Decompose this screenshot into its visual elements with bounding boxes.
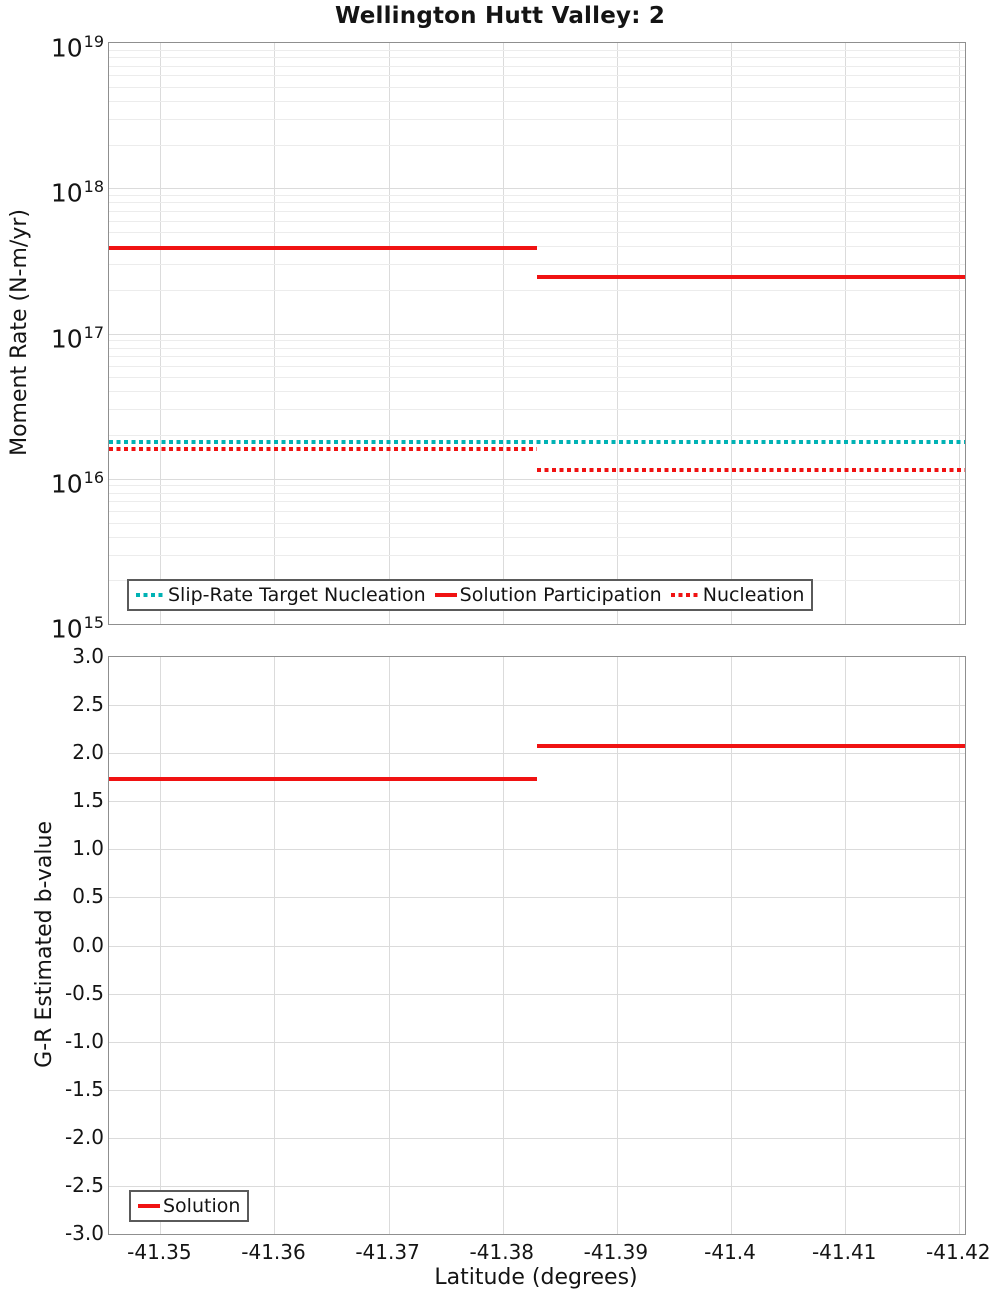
bvalue-tick-label: 0.0 — [72, 932, 104, 957]
log-minor-gridline — [109, 554, 965, 556]
log-minor-gridline — [109, 409, 965, 411]
moment-rate-tick-label: 1016 — [50, 467, 104, 499]
log-minor-gridline — [109, 391, 965, 393]
bvalue-gridline — [109, 897, 965, 899]
bvalue-tick-label: 2.0 — [72, 740, 104, 765]
series-segment-solution — [109, 777, 537, 782]
legend-line-sample-solid — [434, 593, 457, 597]
log-minor-gridline — [109, 340, 965, 342]
log-minor-gridline — [109, 100, 965, 102]
legend-label: Solution — [163, 1195, 241, 1217]
log-minor-gridline — [109, 232, 965, 233]
bvalue-gridline — [109, 753, 965, 755]
moment-rate-tick-label: 1019 — [50, 32, 104, 63]
log-minor-gridline — [109, 86, 965, 88]
bvalue-tick-label: -0.5 — [64, 980, 104, 1005]
latitude-tick-label: -41.35 — [127, 1240, 192, 1264]
log-minor-gridline — [109, 210, 965, 212]
log-major-gridline — [109, 478, 965, 480]
log-major-gridline — [109, 188, 965, 190]
log-minor-gridline — [109, 57, 965, 59]
bvalue-gridline — [109, 993, 965, 995]
log-minor-gridline — [109, 202, 965, 204]
log-minor-gridline — [109, 65, 965, 67]
log-minor-gridline — [109, 264, 965, 266]
moment-rate-tick-label: 1018 — [50, 177, 104, 208]
latitude-tick-label: -41.37 — [355, 1240, 420, 1264]
log-minor-gridline — [109, 347, 965, 349]
bvalue-tick-label: -1.0 — [64, 1028, 104, 1053]
bvalue-tick-label: 0.5 — [72, 884, 104, 909]
latitude-tick-label: -41.38 — [469, 1240, 535, 1264]
bvalue-tick-label: -3.0 — [64, 1221, 104, 1245]
legend-label: Solution Participation — [459, 584, 662, 606]
log-minor-gridline — [109, 485, 965, 487]
latitude-tick-label: -41.39 — [583, 1240, 649, 1264]
series-segment-nucleation — [537, 467, 965, 472]
bvalue-gridline — [109, 1137, 965, 1139]
series-segment-solution-participation — [109, 245, 537, 250]
log-minor-gridline — [109, 144, 965, 146]
legend-label: Nucleation — [702, 584, 805, 606]
legend-item: Nucleation — [670, 584, 805, 606]
legend-line-sample-dotted — [136, 593, 165, 597]
log-minor-gridline — [109, 246, 965, 248]
bvalue-gridline — [109, 849, 965, 851]
series-segment-nucleation — [109, 447, 537, 452]
moment-rate-tick-label: 1017 — [50, 322, 104, 353]
series-segment-slip-rate-target-nucleation — [109, 439, 965, 444]
legend-line-sample-solid — [138, 1204, 160, 1208]
latitude-tick-label: -41.4 — [704, 1240, 756, 1264]
legend-line-sample-dotted — [670, 593, 700, 597]
moment-rate-legend: Slip-Rate Target Nucleation Solution Part… — [127, 579, 814, 611]
log-minor-gridline — [109, 118, 965, 120]
log-major-gridline — [109, 333, 965, 335]
bvalue-tick-label: 3.0 — [72, 644, 104, 668]
latitude-tick-label: -41.41 — [811, 1240, 877, 1264]
bvalue-tick-label: 1.5 — [72, 788, 104, 813]
legend-item: Solution — [138, 1195, 240, 1217]
bvalue-tick-label: -2.5 — [64, 1172, 104, 1197]
log-minor-gridline — [109, 49, 965, 51]
log-minor-gridline — [109, 220, 965, 222]
log-minor-gridline — [109, 501, 965, 503]
log-minor-gridline — [109, 511, 965, 512]
log-minor-gridline — [109, 435, 965, 436]
legend-item: Solution Participation — [434, 584, 662, 606]
bvalue-tick-label: -2.0 — [64, 1124, 104, 1149]
log-minor-gridline — [109, 75, 965, 77]
bvalue-gridline — [109, 1089, 965, 1091]
bvalue-gridline — [109, 945, 965, 947]
log-minor-gridline — [109, 289, 965, 291]
legend-label: Slip-Rate Target Nucleation — [168, 584, 426, 606]
bvalue-tick-label: -1.5 — [64, 1076, 104, 1101]
log-minor-gridline — [109, 365, 965, 367]
bvalue-gridline — [109, 1185, 965, 1187]
latitude-tick-label: -41.36 — [241, 1240, 306, 1264]
chart-title: Wellington Hutt Valley: 2 — [334, 3, 666, 29]
log-minor-gridline — [109, 356, 965, 357]
log-minor-gridline — [109, 536, 965, 538]
moment-rate-plot: Slip-Rate Target Nucleation Solution Part… — [108, 42, 966, 625]
series-segment-solution-participation — [537, 275, 965, 279]
log-minor-gridline — [109, 492, 965, 494]
bvalue-plot: Solution — [108, 656, 966, 1235]
bvalue-legend: Solution — [129, 1190, 250, 1222]
log-minor-gridline — [109, 522, 965, 524]
moment-rate-tick-label: 1015 — [50, 613, 104, 644]
bvalue-gridline — [109, 801, 965, 803]
bvalue-tick-label: 2.5 — [72, 692, 104, 717]
log-minor-gridline — [109, 194, 965, 196]
latitude-tick-label: -41.42 — [926, 1240, 991, 1264]
bvalue-tick-label: 1.0 — [72, 836, 104, 861]
bvalue-gridline — [109, 705, 965, 707]
series-segment-solution — [537, 743, 965, 748]
bvalue-gridline — [109, 1041, 965, 1043]
latitude-axis-label: Latitude (degrees) — [434, 1265, 638, 1290]
log-minor-gridline — [109, 377, 965, 379]
legend-item: Slip-Rate Target Nucleation — [136, 584, 426, 606]
